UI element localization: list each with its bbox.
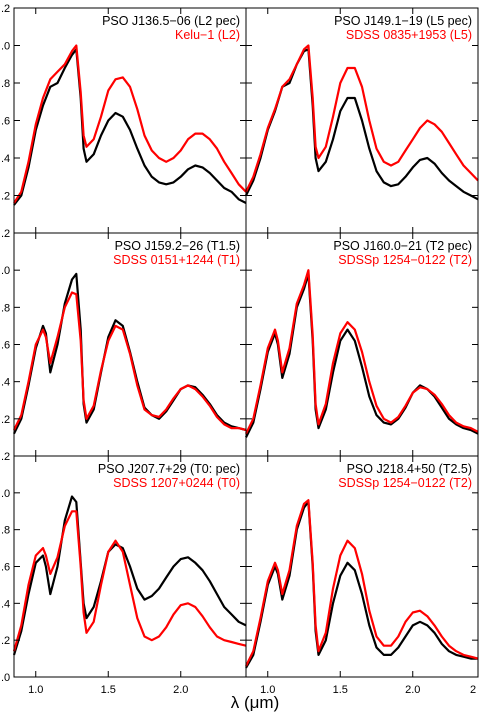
panel-6: PSO J218.4+50 (T2.5)SDSSp 1254−0122 (T2) <box>245 455 479 678</box>
panel-label-black: PSO J218.4+50 (T2.5) <box>347 462 472 476</box>
y-tick-label: .2 <box>1 191 10 203</box>
panel-label-black: PSO J207.7+29 (T0: pec) <box>98 462 240 476</box>
series-line-black <box>245 500 478 669</box>
panel-label-red: Kelu−1 (L2) <box>175 28 240 42</box>
panel-label-black: PSO J136.5−06 (L2 pec) <box>102 14 240 28</box>
panel-label-red: SDSS 0835+1953 (L5) <box>346 28 472 42</box>
panel-3: PSO J159.2−26 (T1.5)SDSS 0151+1244 (T1) <box>13 232 247 457</box>
y-tick-label: .8 <box>1 302 10 314</box>
y-tick-label: .0 <box>1 488 10 500</box>
x-tick-label: 1.5 <box>333 684 348 696</box>
x-tick-label: 2 <box>470 684 476 696</box>
series-line-red <box>13 291 247 432</box>
y-tick-label: .8 <box>1 525 10 537</box>
panel-label-red: SDSSp 1254−0122 (T2) <box>338 253 472 267</box>
panel-4: PSO J160.0−21 (T2 pec)SDSSp 1254−0122 (T… <box>245 232 479 457</box>
y-tick-label: .6 <box>1 340 10 352</box>
panel-5: PSO J207.7+29 (T0: pec)SDSS 1207+0244 (T… <box>12 455 247 678</box>
y-tick-label: .6 <box>1 562 10 574</box>
series-line-red <box>245 269 479 435</box>
series-line-red <box>12 510 247 652</box>
series-line-black <box>13 272 247 435</box>
x-tick-label: 2.0 <box>405 684 420 696</box>
y-tick-label: .2 <box>1 3 10 15</box>
x-tick-label: 1.0 <box>260 684 275 696</box>
panel-label-red: SDSS 1207+0244 (T0) <box>113 476 240 490</box>
x-tick-label: 1.5 <box>101 684 116 696</box>
x-axis-label: λ (μm) <box>231 693 280 712</box>
y-tick-label: .4 <box>1 377 10 389</box>
y-tick-label: .4 <box>1 598 10 610</box>
x-tick-label: 2.0 <box>173 684 188 696</box>
y-tick-label: .8 <box>1 78 10 90</box>
series-line-black <box>245 48 479 201</box>
y-tick-label: .0 <box>1 672 10 684</box>
series-line-red <box>13 44 247 204</box>
x-tick-label: 1.0 <box>28 684 43 696</box>
panel-label-black: PSO J149.1−19 (L5 pec) <box>334 14 472 28</box>
y-tick-label: .4 <box>1 153 10 165</box>
y-tick-label: .2 <box>1 451 10 463</box>
series-line-black <box>12 495 247 656</box>
y-tick-label: .0 <box>1 41 10 53</box>
series-line-red <box>245 44 479 193</box>
panel-1: PSO J136.5−06 (L2 pec)Kelu−1 (L2) <box>13 7 247 234</box>
series-line-black <box>13 48 247 206</box>
panel-label-red: SDSSp 1254−0122 (T2) <box>338 476 472 490</box>
y-tick-label: .2 <box>1 414 10 426</box>
y-tick-label: .0 <box>1 265 10 277</box>
panel-label-black: PSO J160.0−21 (T2 pec) <box>333 239 472 253</box>
panel-label-black: PSO J159.2−26 (T1.5) <box>115 239 240 253</box>
y-tick-label: .6 <box>1 116 10 128</box>
panels-layer: PSO J136.5−06 (L2 pec)Kelu−1 (L2)PSO J14… <box>1 3 479 696</box>
series-line-red <box>245 499 479 667</box>
y-tick-label: .2 <box>1 635 10 647</box>
y-tick-label: .2 <box>1 228 10 240</box>
panel-2: PSO J149.1−19 (L5 pec)SDSS 0835+1953 (L5… <box>245 7 479 234</box>
panel-label-red: SDSS 0151+1244 (T1) <box>113 253 240 267</box>
